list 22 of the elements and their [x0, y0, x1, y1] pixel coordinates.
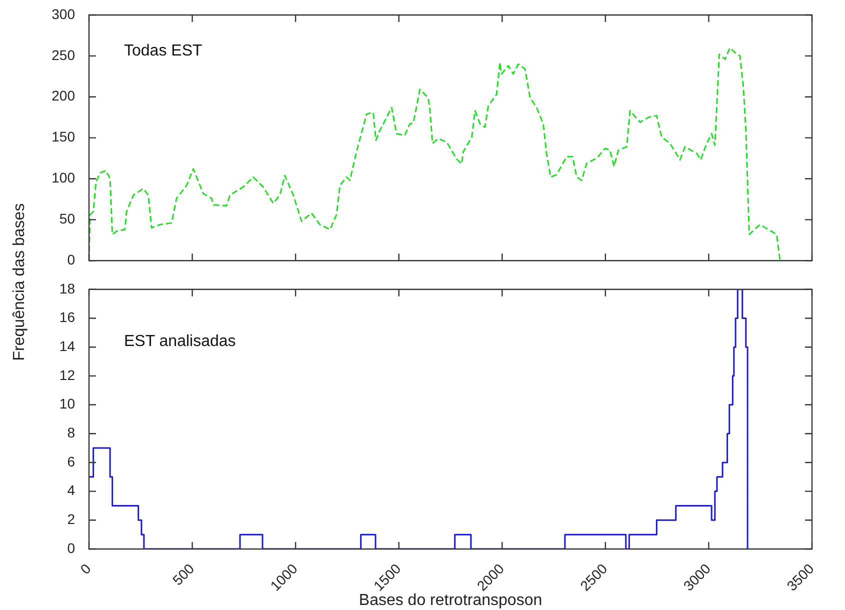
y-tick-label: 14 — [59, 338, 76, 354]
y-tick-label: 6 — [67, 453, 76, 470]
y-tick-label: 4 — [67, 482, 76, 498]
y-axis-title: Frequência das bases — [11, 203, 29, 361]
y-tick-label: 18 — [59, 280, 76, 296]
x-tick-label: 500 — [169, 560, 198, 588]
y-tick-label: 10 — [59, 396, 76, 412]
annotation: EST analisadas — [124, 332, 236, 350]
y-tick-label: 0 — [67, 540, 76, 556]
y-tick-label: 16 — [59, 309, 76, 326]
y-tick-label: 8 — [67, 424, 76, 440]
y-tick-label: 100 — [52, 170, 76, 186]
y-tick-label: 50 — [59, 210, 76, 227]
y-tick-label: 250 — [52, 46, 76, 63]
y-tick-label: 0 — [67, 251, 76, 268]
x-axis-title: Bases do retrotransposon — [358, 592, 542, 609]
y-tick-label: 150 — [52, 128, 76, 145]
y-tick-label: 300 — [52, 6, 76, 22]
annotation: Todas EST — [124, 42, 202, 60]
y-tick-label: 12 — [59, 366, 76, 383]
y-tick-label: 200 — [52, 88, 76, 104]
y-tick-label: 2 — [67, 511, 76, 528]
